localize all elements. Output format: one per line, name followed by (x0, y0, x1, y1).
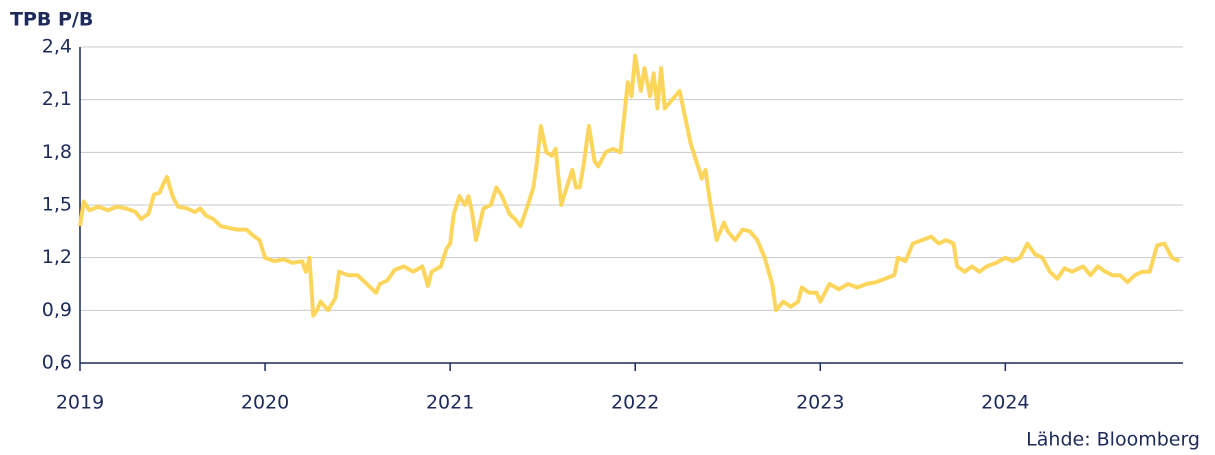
chart-title: TPB P/B (10, 9, 93, 31)
source: Lähde: Bloomberg (1026, 429, 1200, 451)
y-tick-label: 0,6 (42, 352, 72, 374)
y-tick-label: 1,2 (42, 246, 72, 268)
x-tick-label: 2020 (241, 392, 289, 414)
x-tick-label: 2023 (796, 392, 844, 414)
y-tick-label: 1,8 (42, 141, 72, 163)
x-tick-label: 2019 (56, 392, 104, 414)
x-tick-label: 2021 (426, 392, 474, 414)
y-tick-label: 2,4 (42, 36, 72, 58)
x-tick-label: 2024 (981, 392, 1029, 414)
y-tick-label: 0,9 (42, 299, 72, 321)
line (78, 53, 1181, 318)
x-tick-label: 2022 (611, 392, 659, 414)
y-tick-label: 1,5 (42, 194, 72, 216)
y-tick-label: 2,1 (42, 88, 72, 110)
